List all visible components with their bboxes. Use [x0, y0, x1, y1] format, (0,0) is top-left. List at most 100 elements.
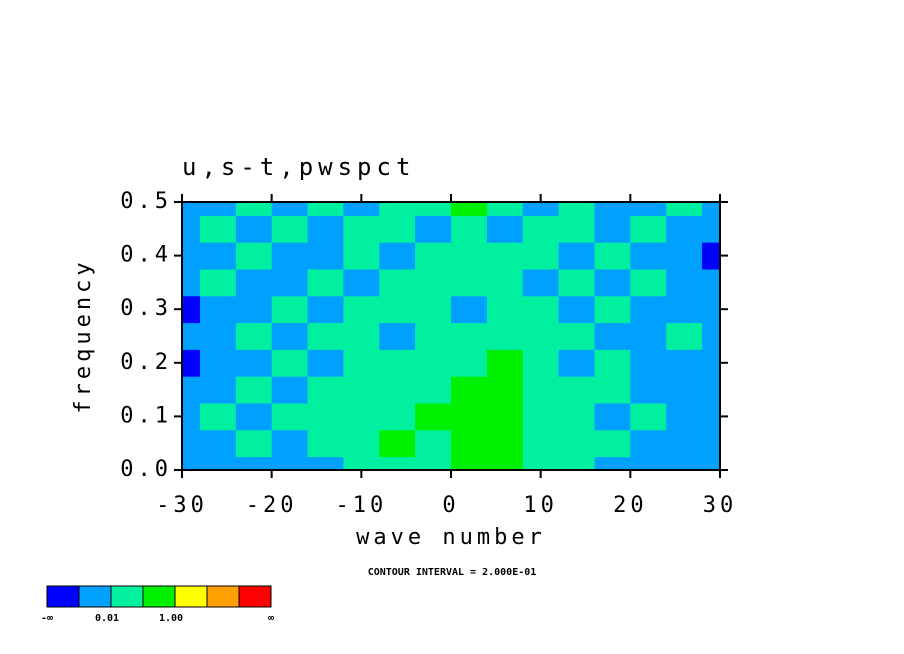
- axes: -30 -20 -10 0 10 20 30 0.0 0.1 0.2 0.3 0.4 0.5: [120, 189, 738, 518]
- contour-cell: [379, 376, 416, 404]
- contour-cell: [182, 215, 201, 243]
- contour-cell: [486, 202, 524, 216]
- x-tick-label: -30: [156, 493, 208, 518]
- contour-cell: [235, 349, 273, 377]
- contour-cell: [666, 202, 703, 216]
- contour-cell: [630, 403, 667, 431]
- contour-cell: [199, 202, 237, 216]
- contour-cell: [343, 403, 380, 431]
- contour-cell: [343, 429, 380, 458]
- contour-cell: [486, 429, 524, 458]
- contour-cell: [594, 403, 631, 431]
- contour-cell: [235, 456, 273, 470]
- x-axis-label: wave number: [356, 525, 546, 550]
- contour-cell: [182, 456, 201, 470]
- colorbar-swatch: [110, 585, 144, 608]
- contour-cell: [199, 242, 237, 270]
- x-tick-label: 20: [613, 493, 648, 518]
- x-tick-label: 10: [523, 493, 558, 518]
- contour-cell: [235, 295, 273, 324]
- contour-cell: [199, 269, 237, 297]
- contour-cell: [379, 269, 416, 297]
- contour-cell: [199, 429, 237, 458]
- contour-cell: [451, 376, 488, 404]
- contour-cell: [558, 376, 595, 404]
- contour-cell: [486, 403, 524, 431]
- contour-cell: [235, 376, 273, 404]
- contour-cell: [594, 242, 631, 270]
- contour-cell: [630, 429, 667, 458]
- contour-cell: [522, 322, 560, 350]
- contour-cell: [182, 403, 201, 431]
- contour-cell: [666, 429, 703, 458]
- contour-cell: [451, 295, 488, 324]
- contour-cell: [666, 403, 703, 431]
- contour-cell: [307, 376, 344, 404]
- contour-cell: [666, 295, 703, 324]
- contour-cell: [182, 202, 201, 216]
- contour-cell: [182, 376, 201, 404]
- x-tick-label: -20: [246, 493, 298, 518]
- contour-cell: [199, 295, 237, 324]
- contour-cell: [702, 202, 720, 216]
- contour-cell: [630, 242, 667, 270]
- contour-cell: [307, 269, 344, 297]
- contour-cell: [666, 456, 703, 470]
- contour-cell: [343, 295, 380, 324]
- y-tick-label: 0.0: [120, 457, 172, 482]
- contour-cell: [558, 429, 595, 458]
- contour-cell: [666, 242, 703, 270]
- contour-cell: [343, 376, 380, 404]
- contour-cell: [199, 376, 237, 404]
- contour-cell: [522, 269, 560, 297]
- contour-cell: [271, 322, 309, 350]
- contour-cell: [451, 456, 488, 470]
- contour-cell: [415, 376, 452, 404]
- contour-cell: [486, 322, 524, 350]
- x-tick-label: 30: [703, 493, 738, 518]
- contour-cell: [486, 215, 524, 243]
- contour-cell: [558, 322, 595, 350]
- contour-cell: [415, 295, 452, 324]
- contour-cell: [522, 202, 560, 216]
- contour-cell: [666, 215, 703, 243]
- contour-cell: [451, 242, 488, 270]
- contour-cell: [271, 429, 309, 458]
- contour-cell: [182, 269, 201, 297]
- contour-cell: [379, 403, 416, 431]
- y-tick-label: 0.5: [120, 189, 172, 214]
- contour-cell: [702, 269, 720, 297]
- contour-cell: [558, 242, 595, 270]
- colorbar-swatch: [78, 585, 112, 608]
- contour-cell: [486, 456, 524, 470]
- contour-cell: [594, 295, 631, 324]
- contour-cell: [235, 269, 273, 297]
- contour-cell: [594, 349, 631, 377]
- contour-cell: [702, 349, 720, 377]
- contour-cell: [235, 322, 273, 350]
- colorbar-swatch: [142, 585, 176, 608]
- contour-cell: [199, 215, 237, 243]
- contour-cell: [594, 322, 631, 350]
- contour-cell: [271, 295, 309, 324]
- contour-cell: [666, 376, 703, 404]
- contour-cell: [594, 429, 631, 458]
- contour-cell: [379, 242, 416, 270]
- contour-cell: [594, 456, 631, 470]
- contour-cell: [486, 349, 524, 377]
- colorbar-label: 1.00: [159, 613, 183, 624]
- contour-cell: [451, 269, 488, 297]
- contour-cell: [199, 322, 237, 350]
- contour-cell: [522, 456, 560, 470]
- contour-field: [182, 202, 720, 470]
- contour-cell: [199, 349, 237, 377]
- contour-cell: [343, 322, 380, 350]
- contour-cell: [343, 456, 380, 470]
- contour-cell: [415, 349, 452, 377]
- contour-cell: [379, 349, 416, 377]
- contour-cell: [666, 349, 703, 377]
- contour-cell: [702, 295, 720, 324]
- contour-cell: [182, 242, 201, 270]
- contour-cell: [558, 269, 595, 297]
- y-tick-label: 0.3: [120, 296, 172, 321]
